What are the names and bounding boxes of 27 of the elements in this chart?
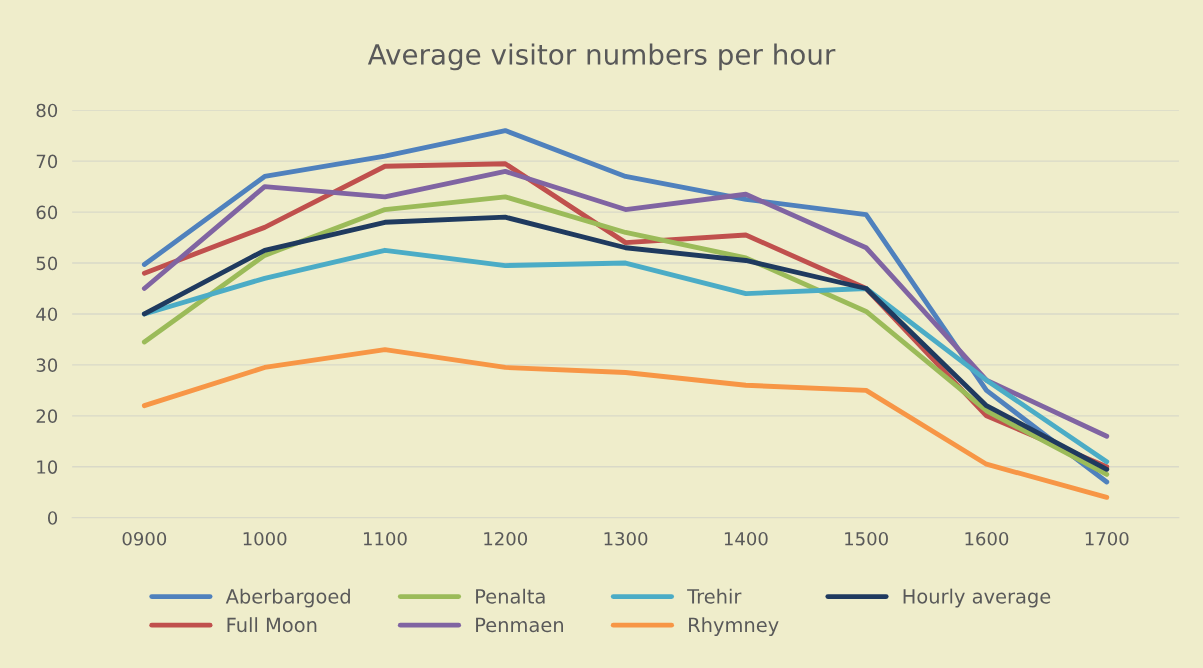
legend-label: Penalta [476, 588, 545, 604]
line-series [141, 347, 1110, 500]
x-tick-label: 0900 [122, 531, 167, 546]
y-tick-label: 20 [36, 409, 58, 423]
y-tick-label: 80 [36, 103, 58, 118]
legend-label: Aberbargoed [225, 588, 350, 608]
x-tick-label: 1100 [363, 531, 407, 546]
y-tick-label: 0 [47, 511, 58, 525]
y-tick-label: 40 [36, 307, 58, 322]
chart-title: Average visitor numbers per hour [367, 43, 836, 71]
x-tick-label: 1500 [845, 531, 888, 546]
legend-label: Hourly average [903, 588, 1051, 608]
x-tick-label: 1300 [604, 531, 648, 546]
y-tick-label: 60 [36, 205, 58, 220]
y-tick-label: 30 [36, 358, 58, 373]
legend-label: Trehir [687, 588, 742, 604]
y-tick-label: 70 [36, 154, 58, 169]
legend-label: Rhymney [689, 617, 779, 636]
x-tick-label: 1200 [484, 531, 528, 546]
legend-label: Penmaen [476, 617, 563, 633]
legend-label: Full Moon [227, 617, 317, 633]
y-tick-label: 10 [37, 460, 58, 474]
x-tick-label: 1700 [1085, 531, 1129, 546]
x-tick-label: 1400 [724, 531, 768, 546]
x-tick-label: 1600 [965, 531, 1009, 546]
y-tick-label: 50 [36, 256, 58, 271]
x-tick-label: 1000 [243, 531, 287, 546]
